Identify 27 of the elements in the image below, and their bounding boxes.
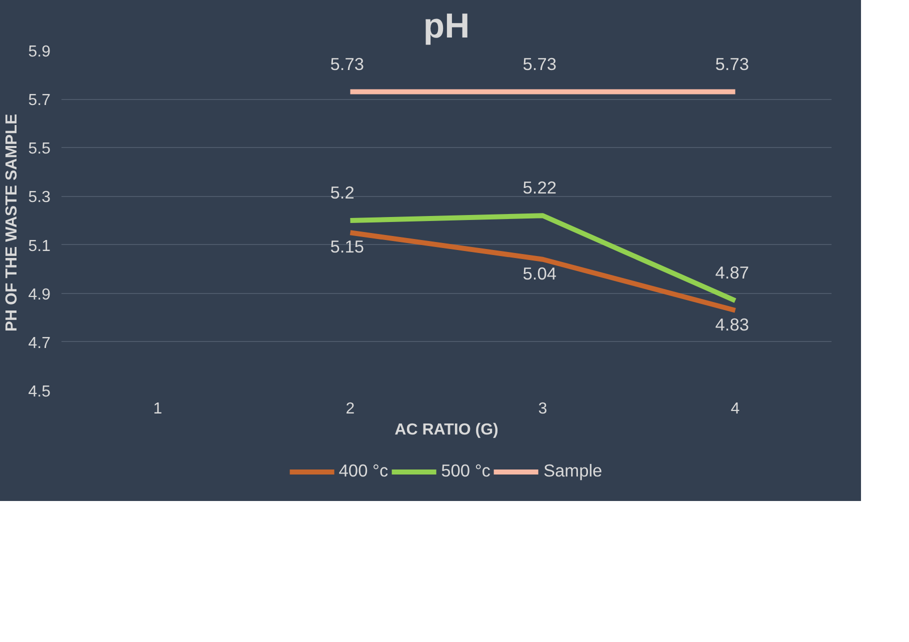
legend-label: 400 °c xyxy=(338,460,388,482)
x-tick-label: 4 xyxy=(730,400,740,418)
data-label: 4.83 xyxy=(715,314,749,334)
x-tick-label: 3 xyxy=(538,400,548,418)
data-label: 5.22 xyxy=(522,178,556,198)
chart-title: pH xyxy=(423,8,470,46)
y-tick-label: 5.7 xyxy=(28,92,51,110)
data-label: 5.73 xyxy=(522,54,556,74)
data-label: 5.04 xyxy=(522,263,557,284)
data-label: 5.73 xyxy=(715,54,749,74)
legend-label: Sample xyxy=(543,460,602,482)
x-axis-title: AC RATIO (G) xyxy=(394,422,498,438)
y-tick-label: 5.3 xyxy=(28,189,51,206)
legend-label: 500 °c xyxy=(441,460,490,482)
data-label: 5.2 xyxy=(330,182,354,202)
y-tick-label: 4.5 xyxy=(28,384,51,400)
x-tick-label: 1 xyxy=(153,400,162,418)
y-tick-label: 5.1 xyxy=(28,238,51,255)
y-axis-title: PH OF THE WASTE SAMPLE xyxy=(3,114,20,332)
y-tick-label: 5.9 xyxy=(28,44,51,60)
y-tick-label: 5.5 xyxy=(28,140,51,158)
data-label: 5.73 xyxy=(330,54,364,74)
y-tick-label: 4.7 xyxy=(28,334,51,352)
x-tick-label: 2 xyxy=(346,400,355,418)
y-tick-label: 4.9 xyxy=(28,286,51,304)
data-label: 4.87 xyxy=(715,262,749,283)
data-label: 5.15 xyxy=(330,236,364,257)
